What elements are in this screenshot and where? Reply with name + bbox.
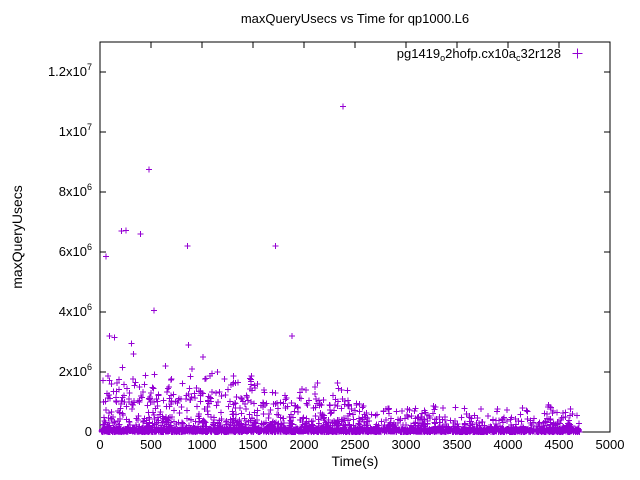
y-tick-label: 8x106 — [59, 182, 92, 199]
x-tick-label: 500 — [140, 437, 162, 452]
scatter-points — [98, 103, 583, 435]
x-tick-label: 4500 — [545, 437, 574, 452]
y-tick-label: 1.2x107 — [48, 62, 92, 79]
y-tick-label: 0 — [85, 424, 92, 439]
legend: pg1419o2hofp.cx10ac32r128 — [396, 46, 585, 63]
legend-plus-marker-icon — [572, 48, 583, 59]
x-tick-label: 2000 — [290, 437, 319, 452]
x-tick-label: 3500 — [443, 437, 472, 452]
x-tick-label: 0 — [96, 437, 103, 452]
x-tick-label: 5000 — [596, 437, 625, 452]
legend-series-label: pg1419o2hofp.cx10ac32r128 — [396, 46, 561, 63]
legend-label-text: 2hofp.cx10a — [445, 46, 517, 61]
legend-label-text: 32r128 — [520, 46, 561, 61]
x-tick-label: 1000 — [188, 437, 217, 452]
legend-label-subscript: c — [516, 53, 521, 63]
y-tick-label: 1x107 — [59, 122, 92, 139]
x-tick-label: 4000 — [494, 437, 523, 452]
x-tick-label: 2500 — [341, 437, 370, 452]
legend-label-subscript: o — [440, 53, 446, 63]
x-tick-label: 1500 — [239, 437, 268, 452]
chart-title: maxQueryUsecs vs Time for qp1000.L6 — [240, 11, 470, 26]
y-tick-label: 2x106 — [59, 362, 92, 379]
y-axis-label: maxQueryUsecs — [9, 185, 25, 289]
y-tick-label: 6x106 — [59, 242, 92, 259]
y-tick-label: 4x106 — [59, 302, 92, 319]
plot-border — [99, 41, 611, 433]
x-tick-label: 3000 — [392, 437, 421, 452]
legend-label-text: pg1419 — [396, 46, 441, 61]
x-axis-label: Time(s) — [331, 453, 379, 469]
